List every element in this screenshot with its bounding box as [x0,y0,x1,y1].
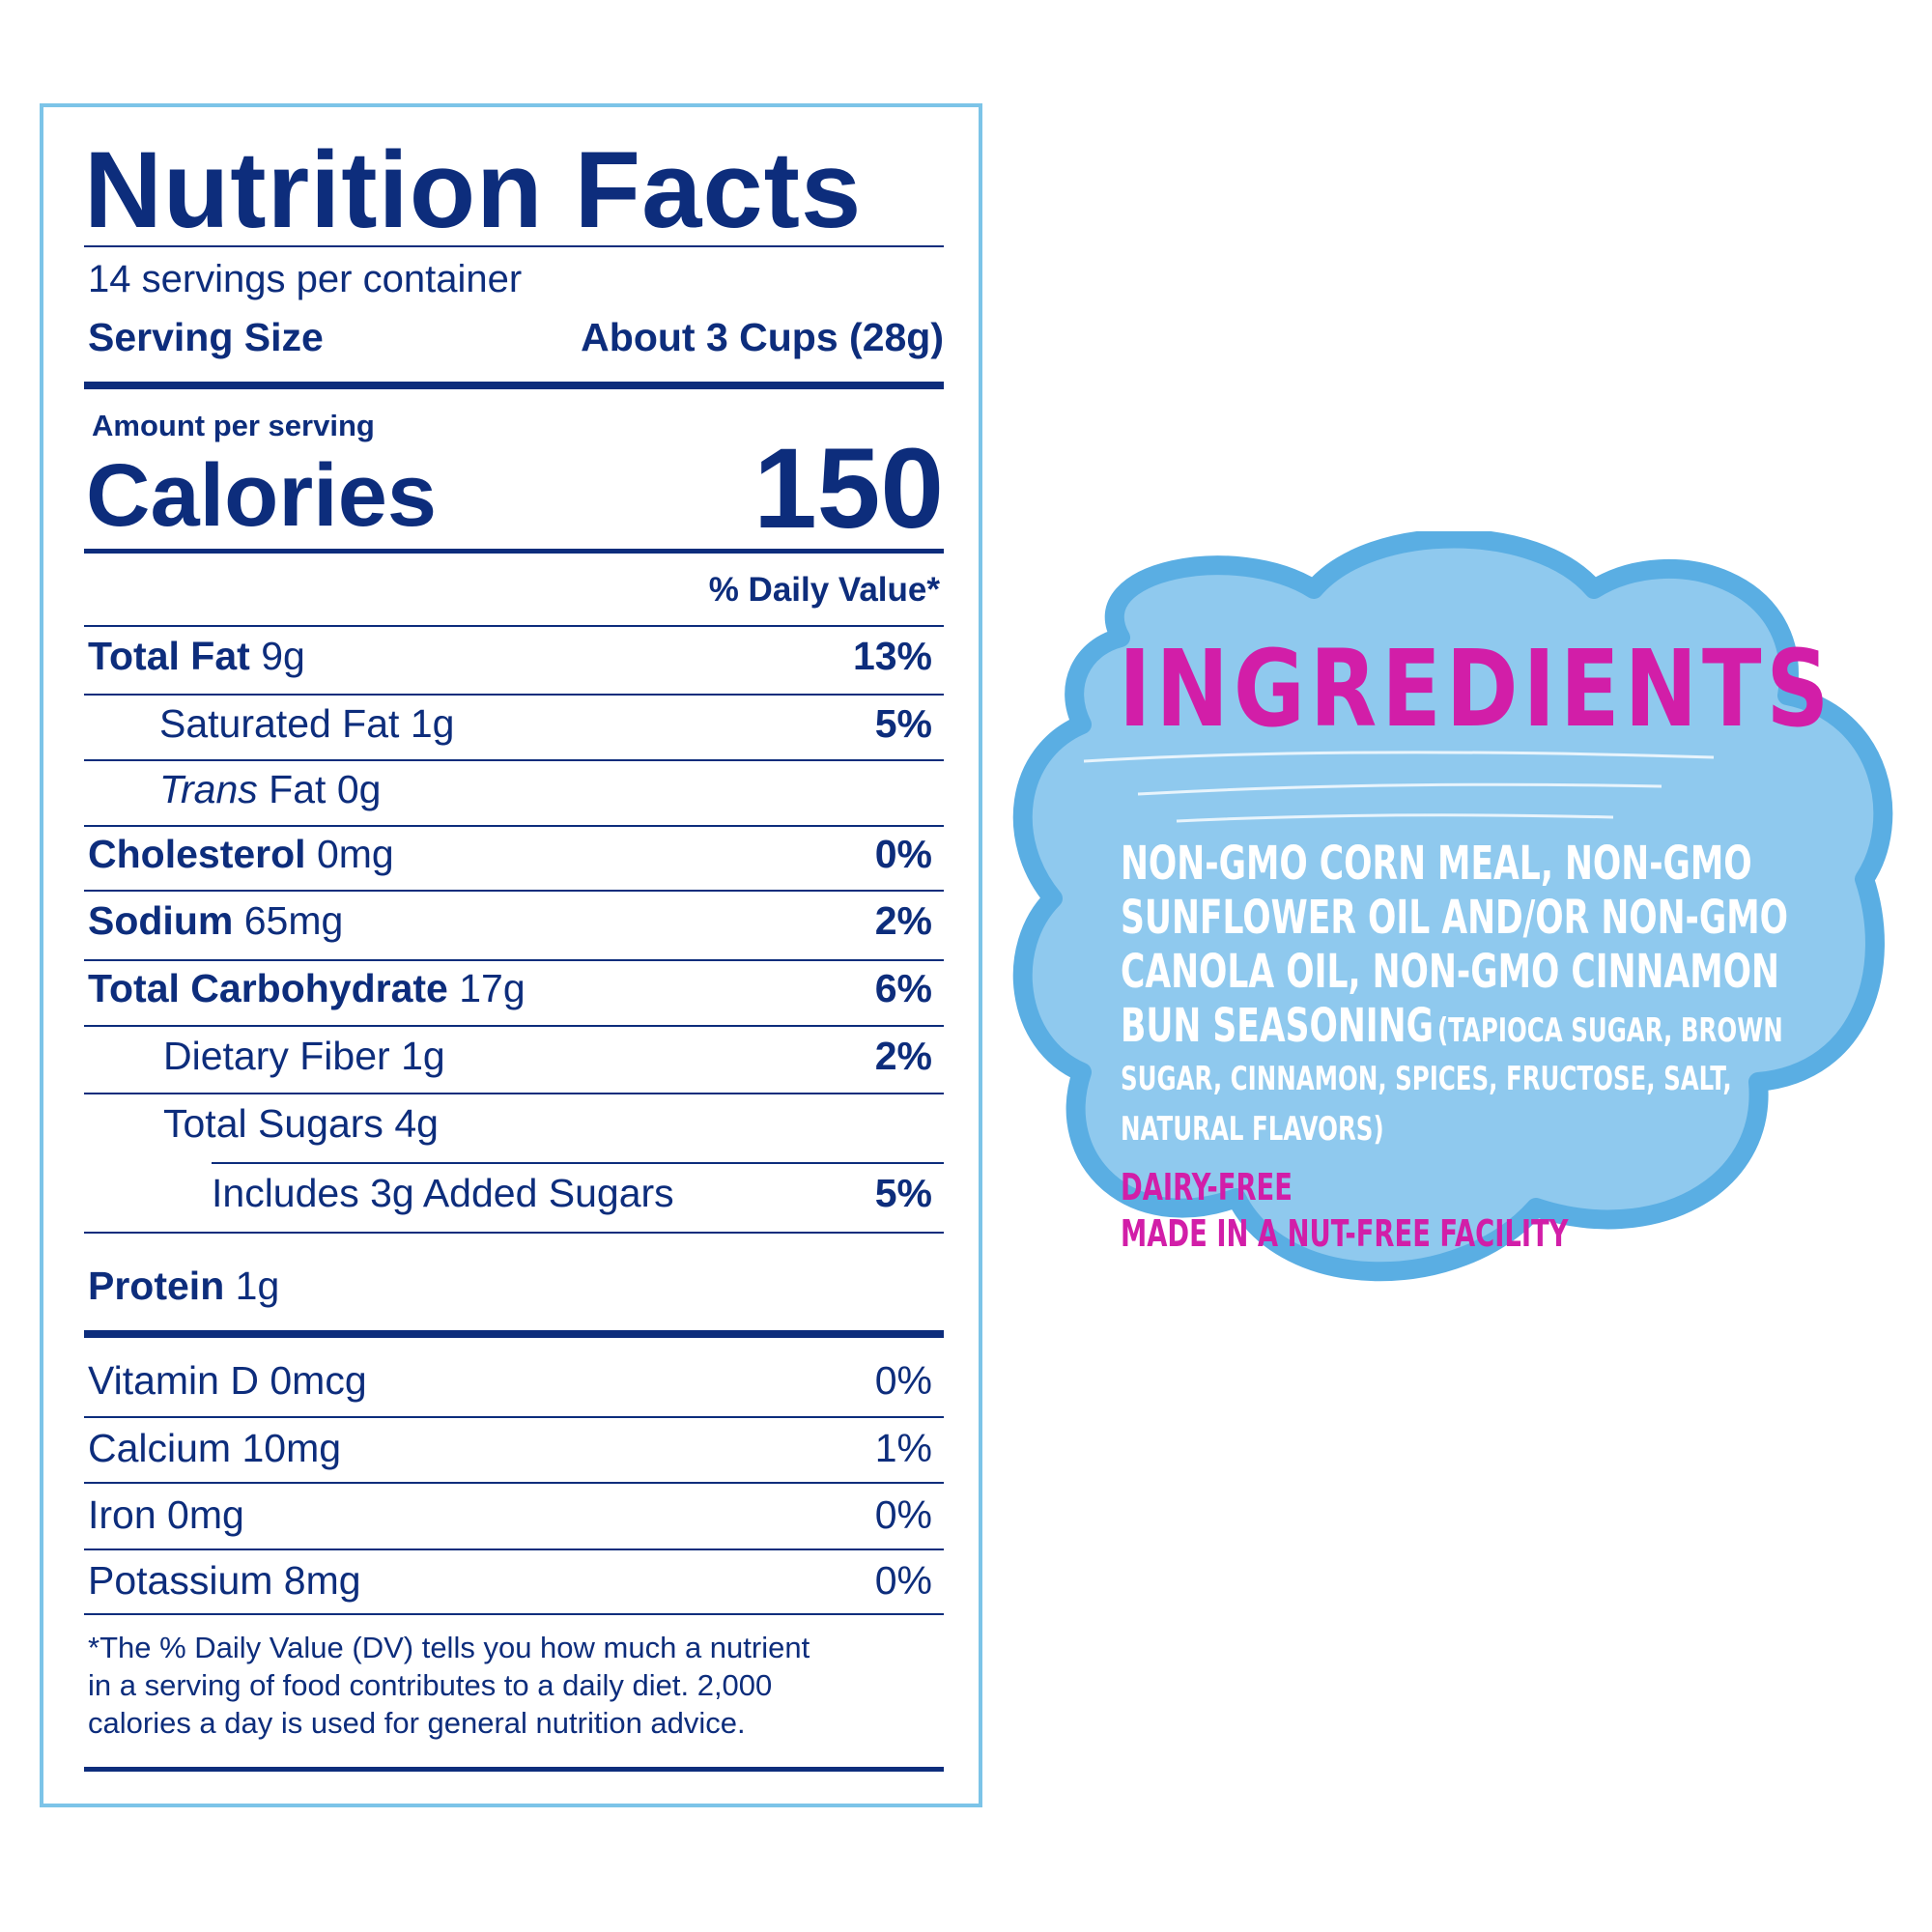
nutrient-row: Trans Fat 0g [159,770,381,810]
ingredients-line: bun seasoning (tapioca sugar, brown [1121,1003,1783,1049]
decorative-line [1176,813,1614,823]
nutrient-dv: 5% [874,701,932,746]
divider [84,1416,944,1418]
nutrient-name: Total Carbohydrate [88,966,448,1010]
nutrient-amount: 1g [410,701,455,746]
ingredients-line: sunflower oil and/or non-gmo [1121,891,1789,945]
nut-free-note: MADE IN A NUT-FREE FACILITY [1121,1212,1569,1255]
nutrient-row: Saturated Fat 1g [159,704,454,744]
ingredients-line: sugar, cinnamon, spices, fructose, salt, [1121,1060,1732,1098]
divider [84,1025,944,1027]
nutrient-dv: 2% [874,898,932,943]
ingredients-line: non-gmo corn meal, non-gmo [1121,837,1752,891]
nutrient-amount: 17g [459,966,526,1010]
calories-divider [84,549,944,554]
nutrient-name: Sodium [88,898,234,943]
ingredients-cloud: INGREDIENTS non-gmo corn meal, non-gmo s… [995,531,1903,1381]
cloud-shape-icon [1012,531,1893,1282]
nutrient-amount: 1g [235,1264,280,1308]
nutrient-row: Total Carbohydrate 17g [88,969,526,1009]
calories-value: 150 [753,425,944,553]
footnote-line: calories a day is used for general nutri… [88,1706,746,1740]
decorative-line [1083,751,1715,763]
serving-size-value: About 3 Cups (28g) [581,315,944,359]
vitamin-row: Calcium 10mg [88,1426,342,1470]
ingredients-line: natural flavors) [1121,1110,1384,1149]
vitamin-row: Potassium 8mg [88,1558,361,1603]
footnote-line: *The % Daily Value (DV) tells you how mu… [88,1631,810,1664]
nutrient-amount: 9g [261,634,305,678]
ingredients-text-small: (tapioca sugar, brown [1436,1011,1783,1050]
divider [84,694,944,696]
bottom-divider [84,1767,944,1772]
nutrition-facts-label: Nutrition Facts 14 servings per containe… [40,103,982,1807]
cloud-fill [1012,531,1893,1282]
amount-per-serving: Amount per serving [92,409,375,442]
nutrient-amount: 0mg [316,832,394,876]
divider [84,759,944,761]
nutrient-amount: 4g [394,1101,439,1146]
nutrient-row: Sodium 65mg [88,901,343,941]
divider [84,1232,944,1234]
divider [84,1093,944,1094]
nutrient-name: Dietary Fiber [163,1034,390,1078]
nutrient-name: Total Sugars [163,1101,384,1146]
serving-size-label: Serving Size [88,315,324,359]
nutrient-dv: 5% [874,1171,932,1215]
divider [84,959,944,961]
nutrient-row: Cholesterol 0mg [88,835,394,874]
vitamin-row: Iron 0mg [88,1492,244,1537]
nutrient-row: Total Sugars 4g [163,1104,439,1144]
daily-value-header: % Daily Value* [708,571,940,609]
nutrient-dv: 13% [852,634,932,678]
ingredients-text: bun seasoning [1121,999,1434,1053]
divider [84,825,944,827]
vitamin-dv: 0% [874,1492,932,1537]
nutrient-dv: 0% [874,832,932,876]
footnote-line: in a serving of food contributes to a da… [88,1668,773,1702]
nutrient-dv: 2% [874,1034,932,1078]
nutrient-row: Protein 1g [88,1266,279,1306]
added-sugars-text: Includes 3g Added Sugars [212,1171,674,1215]
thick-divider [84,1330,944,1338]
vitamin-row: Vitamin D 0mcg [88,1358,367,1403]
calories-label: Calories [86,446,438,545]
nutrient-row: Total Fat 9g [88,637,305,676]
ingredients-line: canola oil, non-gmo cinnamon [1121,945,1779,999]
divider [84,625,944,627]
nutrient-row: Dietary Fiber 1g [163,1037,445,1076]
servings-per-container: 14 servings per container [88,258,523,300]
nutrient-amount: 1g [401,1034,445,1078]
divider [84,890,944,892]
vitamin-dv: 0% [874,1558,932,1603]
divider [84,1482,944,1484]
nutrient-amount: 65mg [243,898,344,943]
thick-divider [84,382,944,389]
nutrient-name: Protein [88,1264,225,1308]
nutrient-dv: 6% [874,966,932,1010]
nutrient-amount: 0g [336,767,382,811]
divider [84,1548,944,1550]
nutrient-name: Total Fat [88,634,250,678]
divider [84,245,944,247]
divider [84,1613,944,1615]
nutrient-name-italic: Trans [159,767,258,811]
divider [212,1162,944,1164]
decorative-line [1137,782,1662,796]
vitamin-dv: 0% [874,1358,932,1403]
nutrient-name: Cholesterol [88,832,306,876]
dairy-free-note: DAIRY-FREE [1121,1166,1293,1208]
nutrient-name: Fat [269,767,327,811]
vitamin-dv: 1% [874,1426,932,1470]
nutrient-name: Saturated Fat [159,701,400,746]
ingredients-title: INGREDIENTS [1119,627,1834,751]
nutrition-title: Nutrition Facts [84,129,863,250]
